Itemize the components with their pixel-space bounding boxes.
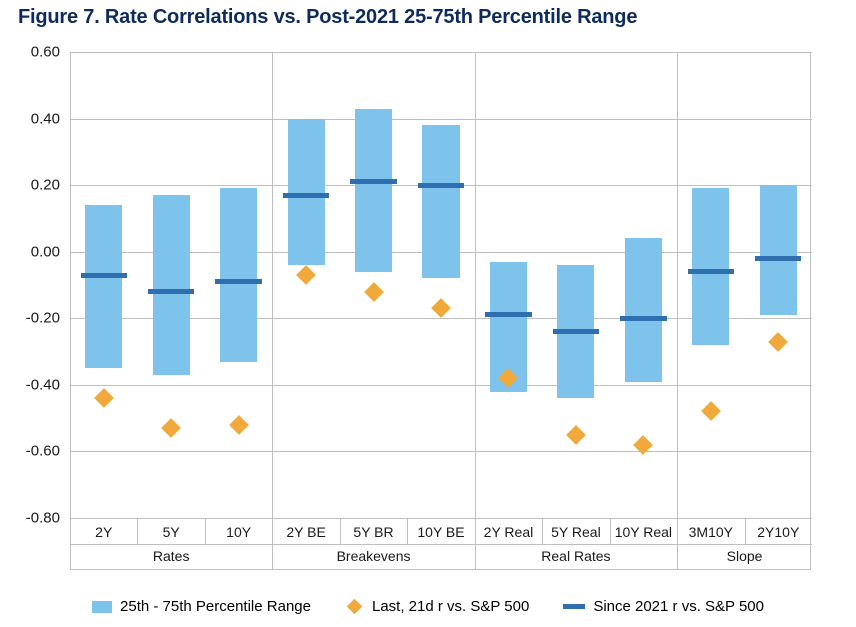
percentile-range-bar <box>692 188 729 344</box>
category-separator <box>205 518 206 544</box>
legend-item-range: 25th - 75th Percentile Range <box>92 598 311 615</box>
category-separator <box>745 518 746 544</box>
median-marker <box>81 273 127 278</box>
legend-swatch-range <box>92 601 112 613</box>
y-tick-label: -0.20 <box>10 310 70 327</box>
percentile-range-bar <box>355 109 392 272</box>
category-label: 10Y BE <box>417 524 464 540</box>
median-marker <box>485 312 531 317</box>
group-separator <box>272 52 273 570</box>
percentile-range-bar <box>422 125 459 278</box>
y-tick-label: -0.40 <box>10 376 70 393</box>
percentile-range-bar <box>85 205 122 368</box>
category-label: 5Y <box>163 524 180 540</box>
median-marker <box>148 289 194 294</box>
legend-item-median: Since 2021 r vs. S&P 500 <box>563 598 764 615</box>
category-separator <box>610 518 611 544</box>
category-label: 10Y Real <box>615 524 672 540</box>
category-label: 2Y BE <box>286 524 325 540</box>
category-label: 10Y <box>226 524 251 540</box>
legend-label-last: Last, 21d r vs. S&P 500 <box>372 598 529 615</box>
legend-item-last: Last, 21d r vs. S&P 500 <box>345 598 529 615</box>
median-marker <box>620 316 666 321</box>
percentile-range-bar <box>220 188 257 361</box>
y-tick-label: 0.20 <box>10 177 70 194</box>
category-label: 3M10Y <box>689 524 733 540</box>
median-marker <box>283 193 329 198</box>
group-separator <box>475 52 476 570</box>
category-label: 5Y Real <box>551 524 601 540</box>
median-marker <box>688 269 734 274</box>
legend: 25th - 75th Percentile Range Last, 21d r… <box>0 598 856 615</box>
y-tick-label: -0.60 <box>10 443 70 460</box>
category-label: 2Y10Y <box>757 524 799 540</box>
group-separator <box>677 52 678 570</box>
legend-label-median: Since 2021 r vs. S&P 500 <box>593 598 764 615</box>
category-separator <box>542 518 543 544</box>
y-tick-label: -0.80 <box>10 510 70 527</box>
group-label: Slope <box>727 548 763 564</box>
percentile-range-bar <box>625 238 662 381</box>
y-tick-label: 0.60 <box>10 44 70 61</box>
legend-swatch-diamond <box>347 599 363 615</box>
chart-title: Figure 7. Rate Correlations vs. Post-202… <box>18 6 637 29</box>
category-separator <box>137 518 138 544</box>
plot-area: 0.600.400.200.00-0.20-0.40-0.60-0.802Y5Y… <box>70 52 812 518</box>
median-marker <box>215 279 261 284</box>
legend-swatch-dash <box>563 604 585 609</box>
category-label: 2Y Real <box>484 524 534 540</box>
group-label: Real Rates <box>541 548 610 564</box>
median-marker <box>418 183 464 188</box>
group-label: Rates <box>153 548 190 564</box>
percentile-range-bar <box>153 195 190 375</box>
category-label: 2Y <box>95 524 112 540</box>
median-marker <box>553 329 599 334</box>
y-tick-label: 0.00 <box>10 243 70 260</box>
median-marker <box>350 179 396 184</box>
percentile-range-bar <box>760 185 797 315</box>
category-separator <box>407 518 408 544</box>
category-separator <box>340 518 341 544</box>
axis-row-sep <box>70 544 812 545</box>
legend-label-range: 25th - 75th Percentile Range <box>120 598 311 615</box>
group-label: Breakevens <box>337 548 411 564</box>
category-label: 5Y BR <box>353 524 393 540</box>
median-marker <box>755 256 801 261</box>
y-tick-label: 0.40 <box>10 110 70 127</box>
